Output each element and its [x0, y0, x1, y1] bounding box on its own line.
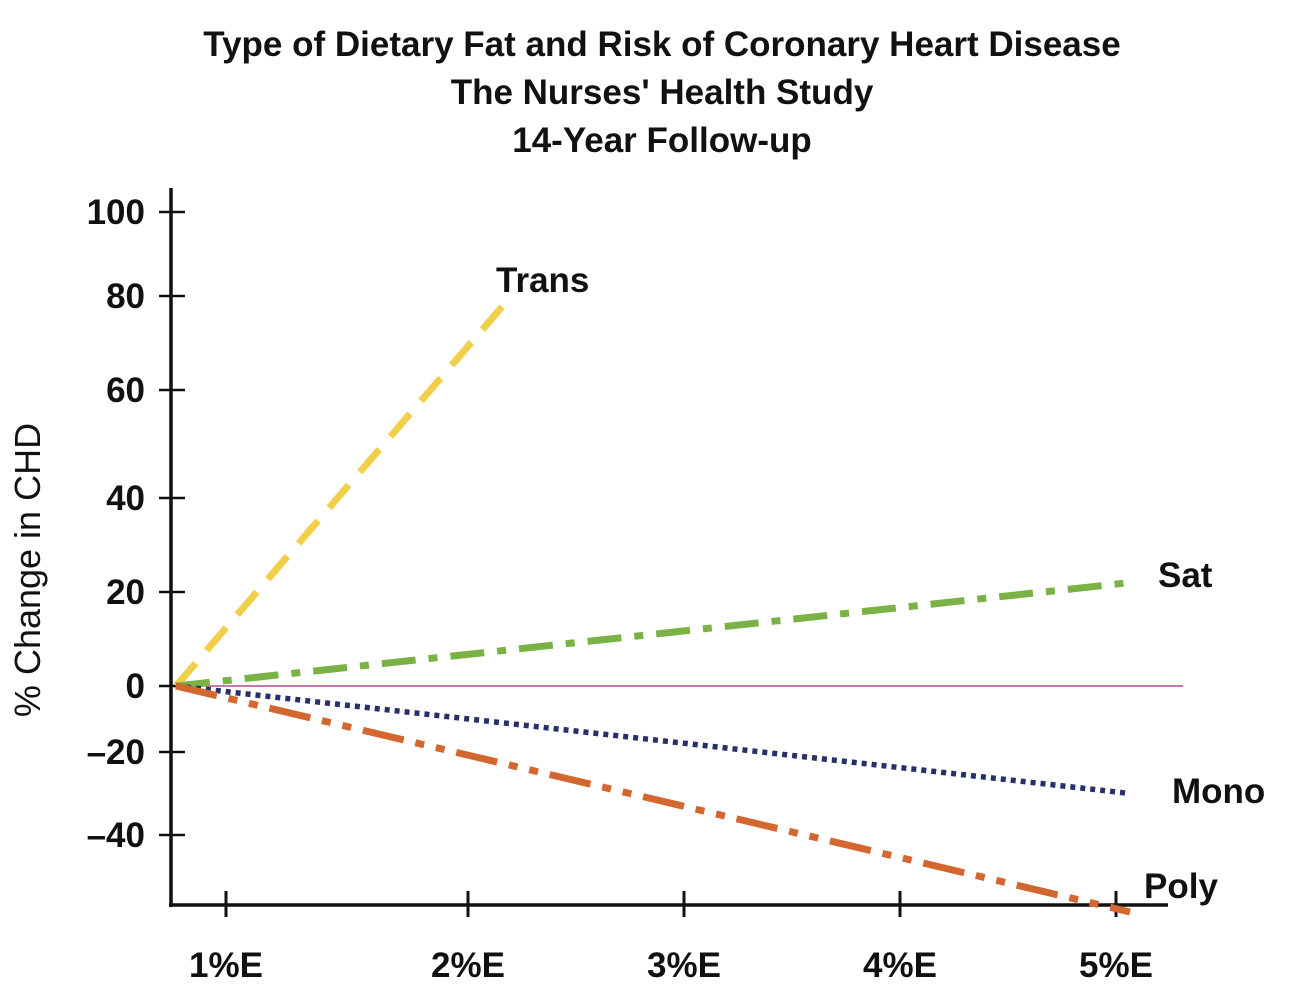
series-label-poly: Poly [1144, 867, 1218, 906]
chart-title-line-2: The Nurses' Health Study [451, 73, 874, 112]
series-line-poly [175, 682, 1131, 916]
series-label-sat: Sat [1158, 556, 1213, 595]
series-line-mono [175, 683, 1131, 797]
y-tick-label: –20 [87, 733, 145, 772]
chart-title: Type of Dietary Fat and Risk of Coronary… [203, 25, 1120, 160]
y-tick-label: 100 [87, 193, 145, 232]
x-tick-label: 3%E [647, 946, 721, 985]
x-tick-label: 1%E [189, 946, 263, 985]
x-tick-label: 5%E [1079, 946, 1153, 985]
y-tick-label: 20 [106, 573, 145, 612]
y-tick-label: 60 [106, 371, 145, 410]
chart-title-line-1: Type of Dietary Fat and Risk of Coronary… [203, 25, 1120, 64]
y-tick-label: –40 [87, 816, 145, 855]
series-line-sat [175, 579, 1131, 690]
series-label-trans: Trans [496, 261, 589, 300]
y-tick-label: 0 [126, 667, 145, 706]
plot-area: 100 80 60 40 20 0 –20 –40 1%E 2%E 3%E 4%E 5%E Trans Sa… [87, 188, 1265, 985]
chart-title-line-3: 14-Year Follow-up [512, 121, 812, 160]
x-tick-label: 2%E [431, 946, 505, 985]
series-line-trans [173, 293, 514, 689]
y-tick-label: 80 [106, 277, 145, 316]
y-tick-label: 40 [106, 479, 145, 518]
series-label-mono: Mono [1172, 772, 1265, 811]
x-tick-label: 4%E [863, 946, 937, 985]
y-axis-label: % Change in CHD [7, 423, 48, 717]
